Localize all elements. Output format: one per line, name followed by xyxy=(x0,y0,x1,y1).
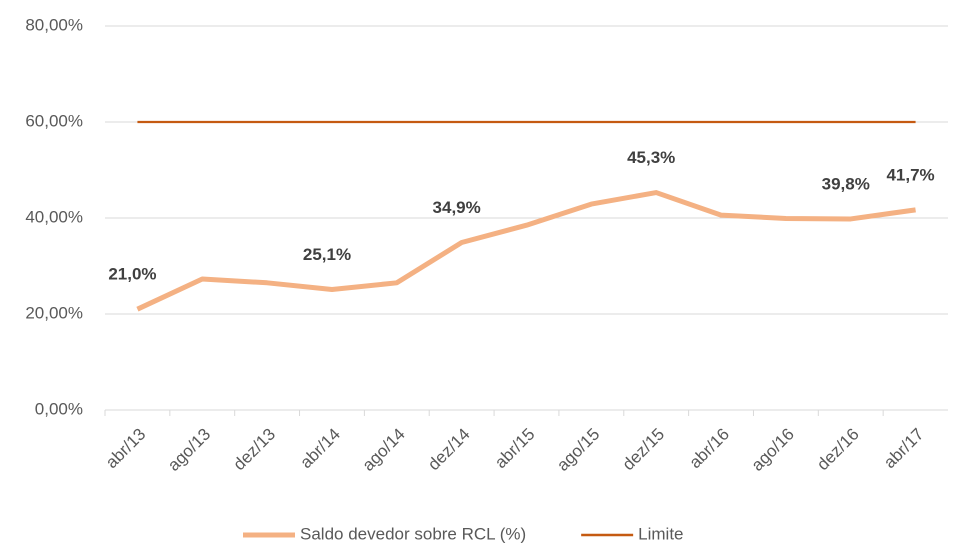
y-tick-label: 80,00% xyxy=(25,15,83,34)
x-tick-label: dez/16 xyxy=(813,425,863,475)
data-label: 25,1% xyxy=(303,245,351,264)
x-tick-label: abr/17 xyxy=(880,425,928,473)
data-label: 41,7% xyxy=(886,165,934,184)
x-tick-label: dez/15 xyxy=(619,425,669,475)
legend-label: Limite xyxy=(638,524,683,543)
x-tick-label: ago/16 xyxy=(748,425,798,475)
x-tick-label: ago/14 xyxy=(359,425,409,475)
data-label: 39,8% xyxy=(822,174,870,193)
data-label: 34,9% xyxy=(433,198,481,217)
x-tick-label: ago/15 xyxy=(553,425,603,475)
series-line xyxy=(136,190,916,312)
x-tick-label: dez/13 xyxy=(230,425,280,475)
x-tick-label: abr/16 xyxy=(686,425,734,473)
y-tick-label: 0,00% xyxy=(35,399,83,418)
x-tick-label: abr/15 xyxy=(491,425,539,473)
y-tick-label: 40,00% xyxy=(25,207,83,226)
y-tick-label: 20,00% xyxy=(25,303,83,322)
legend-label: Saldo devedor sobre RCL (%) xyxy=(300,524,526,543)
x-tick-label: ago/13 xyxy=(164,425,214,475)
x-tick-label: abr/14 xyxy=(296,425,344,473)
data-label: 45,3% xyxy=(627,148,675,167)
x-tick-label: abr/13 xyxy=(102,425,150,473)
x-tick-label: dez/14 xyxy=(424,425,474,475)
data-label: 21,0% xyxy=(108,265,156,284)
y-tick-label: 60,00% xyxy=(25,111,83,130)
